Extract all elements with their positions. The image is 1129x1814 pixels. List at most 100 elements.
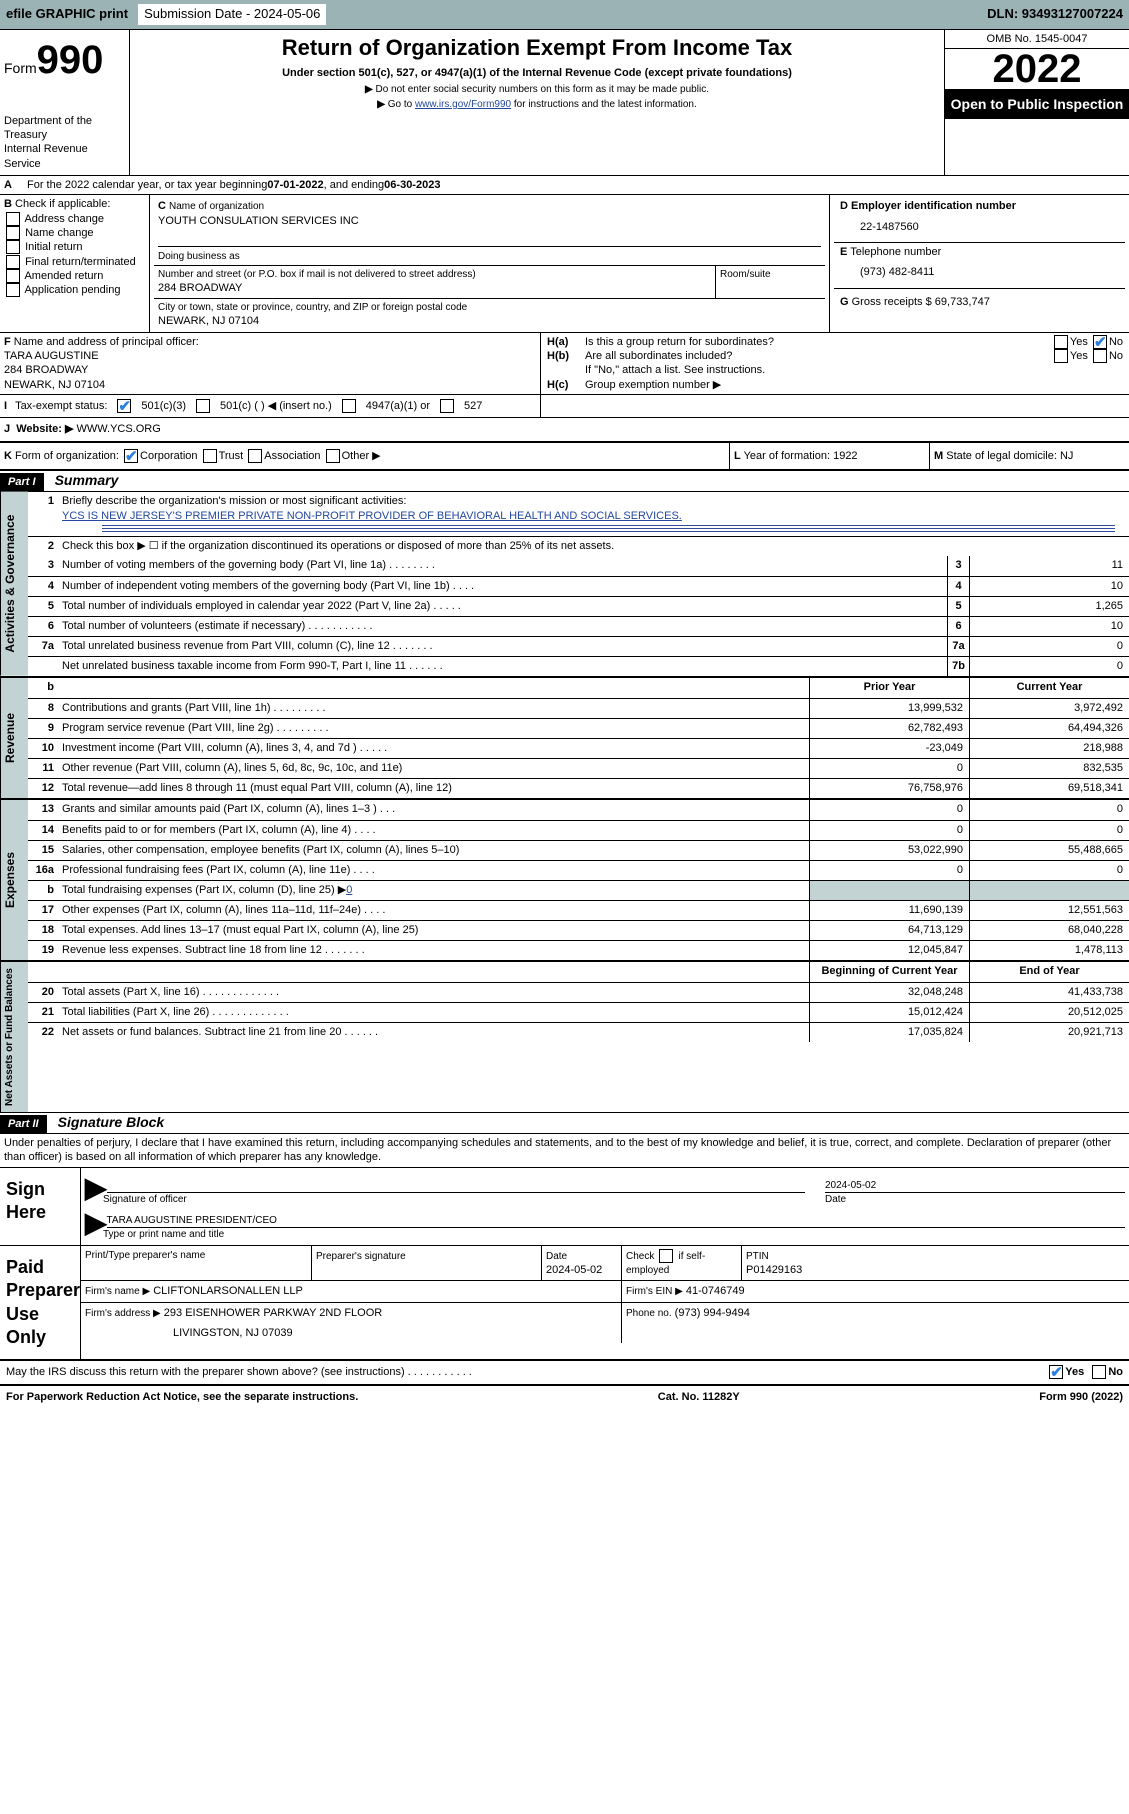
l4-num: 4 — [947, 577, 969, 596]
l4-text: Number of independent voting members of … — [58, 577, 947, 596]
self-employed-check[interactable] — [659, 1249, 673, 1263]
tax-year-begin: 07-01-2022 — [267, 178, 323, 192]
corp-check[interactable] — [124, 449, 138, 463]
officer-name: TARA AUGUSTINE — [4, 349, 536, 363]
l3-text: Number of voting members of the governin… — [58, 556, 947, 576]
b-check-1[interactable] — [6, 226, 20, 240]
label-d: D — [840, 200, 848, 212]
l8-text: Contributions and grants (Part VIII, lin… — [58, 699, 809, 718]
label-ha: H(a) — [547, 336, 568, 348]
b-check-2[interactable] — [6, 240, 20, 254]
org-name: YOUTH CONSULATION SERVICES INC — [158, 214, 821, 228]
l21-p: 15,012,424 — [809, 1003, 969, 1022]
501c-check[interactable] — [196, 399, 210, 413]
side-net-assets: Net Assets or Fund Balances — [0, 962, 28, 1112]
year-formation: 1922 — [833, 450, 857, 462]
firm-addr2: LIVINGSTON, NJ 07039 — [85, 1320, 617, 1340]
l10-text: Investment income (Part VIII, column (A)… — [58, 739, 809, 758]
no1: No — [1109, 336, 1123, 348]
l7b-text: Net unrelated business taxable income fr… — [58, 657, 947, 676]
dln: DLN: 93493127007224 — [987, 6, 1123, 23]
label-hb: H(b) — [547, 350, 569, 362]
discuss-yes: Yes — [1065, 1366, 1084, 1378]
org-name-lbl: Name of organization — [169, 201, 264, 212]
phone-lbl: Telephone number — [850, 246, 941, 258]
ha-no-check[interactable] — [1093, 335, 1107, 349]
perjury-decl: Under penalties of perjury, I declare th… — [0, 1134, 1129, 1168]
note-ssn: Do not enter social security numbers on … — [375, 84, 708, 95]
part1-title: Summary — [47, 472, 119, 488]
opt-501c3: 501(c)(3) — [141, 399, 186, 413]
irs-label: Internal Revenue Service — [4, 142, 125, 171]
website-lbl: Website: ▶ — [16, 422, 73, 436]
l18-p: 64,713,129 — [809, 921, 969, 940]
ha-text: Is this a group return for subordinates? — [585, 335, 1052, 349]
l14-text: Benefits paid to or for members (Part IX… — [58, 821, 809, 840]
yes2: Yes — [1070, 350, 1088, 362]
l16b-text: Total fundraising expenses (Part IX, col… — [62, 884, 346, 896]
part1-tag: Part I — [0, 473, 44, 491]
hdr-begin: Beginning of Current Year — [809, 962, 969, 982]
4947-check[interactable] — [342, 399, 356, 413]
l20-p: 32,048,248 — [809, 983, 969, 1002]
l7a-num: 7a — [947, 637, 969, 656]
officer-lbl: Name and address of principal officer: — [14, 336, 199, 348]
ein-value: 22-1487560 — [840, 214, 1119, 240]
l18-text: Total expenses. Add lines 13–17 (must eq… — [58, 921, 809, 940]
prep-name-hdr: Print/Type preparer's name — [81, 1246, 311, 1281]
side-activities: Activities & Governance — [0, 492, 28, 676]
hb-note: If "No," attach a list. See instructions… — [547, 363, 1123, 377]
501c3-check[interactable] — [117, 399, 131, 413]
label-a: A — [4, 178, 27, 192]
hb-yes-check[interactable] — [1054, 349, 1068, 363]
sign-here-label: Sign Here — [0, 1168, 80, 1245]
hb-no-check[interactable] — [1093, 349, 1107, 363]
label-f: F — [4, 336, 11, 348]
ein-lbl: Employer identification number — [851, 200, 1016, 212]
discuss-yes-check[interactable] — [1049, 1365, 1063, 1379]
l10-c: 218,988 — [969, 739, 1129, 758]
l16b-val[interactable]: 0 — [346, 884, 352, 896]
l16a-p: 0 — [809, 861, 969, 880]
b-check-4[interactable] — [6, 269, 20, 283]
527-check[interactable] — [440, 399, 454, 413]
firm-phone-lbl: Phone no. — [626, 1308, 672, 1319]
label-b: B — [4, 198, 12, 210]
l12-text: Total revenue—add lines 8 through 11 (mu… — [58, 779, 809, 798]
l11-p: 0 — [809, 759, 969, 778]
l17-text: Other expenses (Part IX, column (A), lin… — [58, 901, 809, 920]
assoc-check[interactable] — [248, 449, 262, 463]
discuss-no-check[interactable] — [1092, 1365, 1106, 1379]
hdr-prior: Prior Year — [809, 678, 969, 698]
label-j: J — [4, 422, 10, 436]
l7b-num: 7b — [947, 657, 969, 676]
l6-val: 10 — [969, 617, 1129, 636]
l13-text: Grants and similar amounts paid (Part IX… — [58, 800, 809, 820]
org-address: 284 BROADWAY — [158, 281, 711, 295]
form-number: 990 — [37, 38, 104, 82]
q1-label: Briefly describe the organization's miss… — [62, 495, 406, 507]
note-goto-post: for instructions and the latest informat… — [514, 99, 697, 110]
l19-text: Revenue less expenses. Subtract line 18 … — [58, 941, 809, 960]
l20-text: Total assets (Part X, line 16) . . . . .… — [58, 983, 809, 1002]
tax-exempt-lbl: Tax-exempt status: — [15, 399, 107, 413]
prep-check-pre: Check — [626, 1251, 654, 1262]
other-check[interactable] — [326, 449, 340, 463]
firm-name-lbl: Firm's name ▶ — [85, 1286, 150, 1297]
ha-yes-check[interactable] — [1054, 335, 1068, 349]
l3-val: 11 — [969, 556, 1129, 576]
b-check-5[interactable] — [6, 283, 20, 297]
l6-num: 6 — [947, 617, 969, 636]
gross-receipts: 69,733,747 — [935, 296, 990, 308]
l19-c: 1,478,113 — [969, 941, 1129, 960]
firm-ein-lbl: Firm's EIN ▶ — [626, 1286, 683, 1297]
page-title: Return of Organization Exempt From Incom… — [138, 34, 936, 63]
b-check-3[interactable] — [6, 255, 20, 269]
l21-text: Total liabilities (Part X, line 26) . . … — [58, 1003, 809, 1022]
trust-check[interactable] — [203, 449, 217, 463]
mission-text[interactable]: YCS IS NEW JERSEY'S PREMIER PRIVATE NON-… — [62, 510, 682, 522]
irs-link[interactable]: www.irs.gov/Form990 — [415, 99, 511, 110]
l19-p: 12,045,847 — [809, 941, 969, 960]
b-check-0[interactable] — [6, 212, 20, 226]
sig-officer-lbl: Signature of officer — [103, 1193, 825, 1206]
